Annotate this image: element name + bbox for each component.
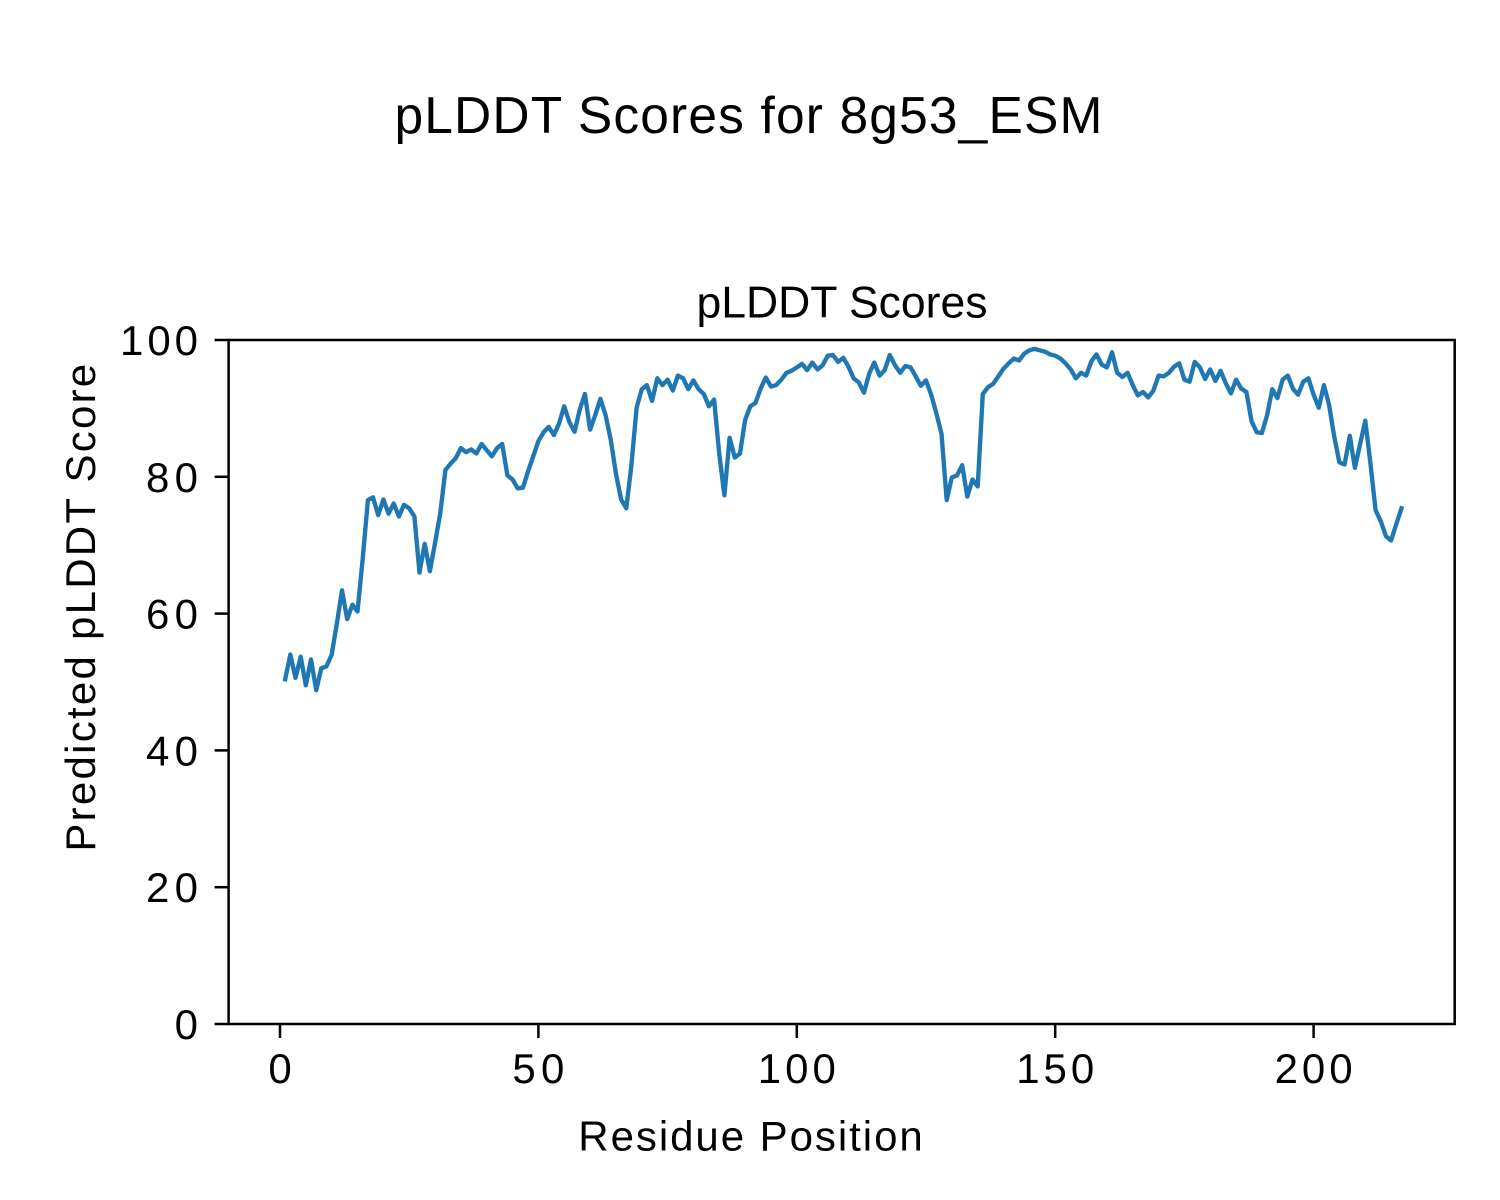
svg-text:100: 100	[120, 317, 198, 364]
svg-text:0: 0	[268, 1045, 291, 1092]
svg-text:pLDDT Scores: pLDDT Scores	[696, 278, 987, 327]
svg-text:100: 100	[758, 1045, 836, 1092]
svg-text:150: 150	[1016, 1045, 1094, 1092]
svg-text:0: 0	[175, 1001, 198, 1048]
svg-text:Predicted pLDDT Score: Predicted pLDDT Score	[57, 362, 104, 852]
svg-text:Residue Position: Residue Position	[578, 1113, 924, 1160]
svg-text:pLDDT Scores for 8g53_ESM: pLDDT Scores for 8g53_ESM	[394, 86, 1103, 144]
svg-text:200: 200	[1275, 1045, 1353, 1092]
